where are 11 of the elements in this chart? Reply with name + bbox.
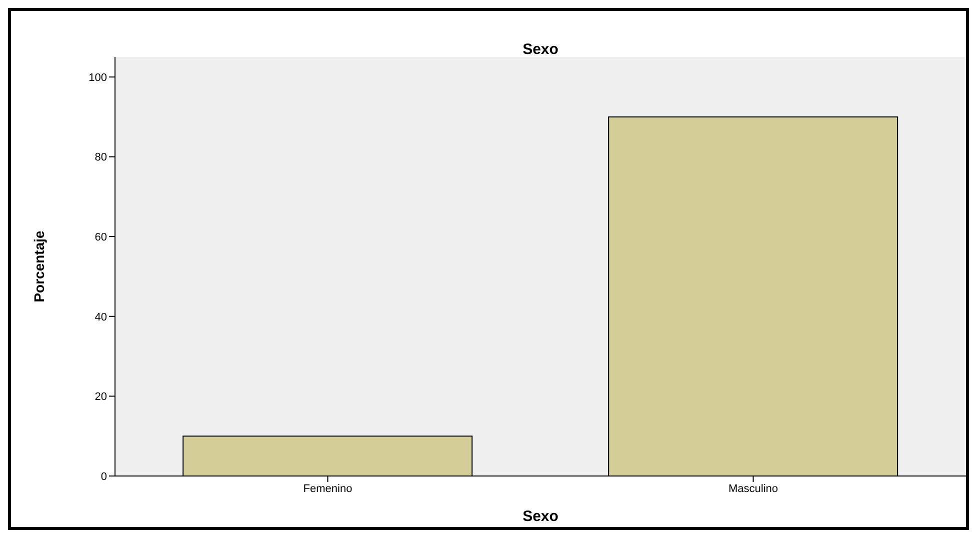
y-axis-title: Porcentaje xyxy=(30,230,47,302)
y-tick-label: 40 xyxy=(94,311,107,324)
chart-title: Sexo xyxy=(522,41,560,58)
y-tick-label: 80 xyxy=(94,152,107,164)
y-tick-label: 60 xyxy=(94,231,107,244)
x-tick-label: Femenino xyxy=(303,482,352,495)
y-tick-label: 0 xyxy=(100,470,107,483)
y-tick-label: 20 xyxy=(94,391,107,404)
y-tick-label: 100 xyxy=(88,72,107,84)
x-tick-label: Masculino xyxy=(728,482,778,495)
x-axis-title: Sexo xyxy=(522,508,558,525)
